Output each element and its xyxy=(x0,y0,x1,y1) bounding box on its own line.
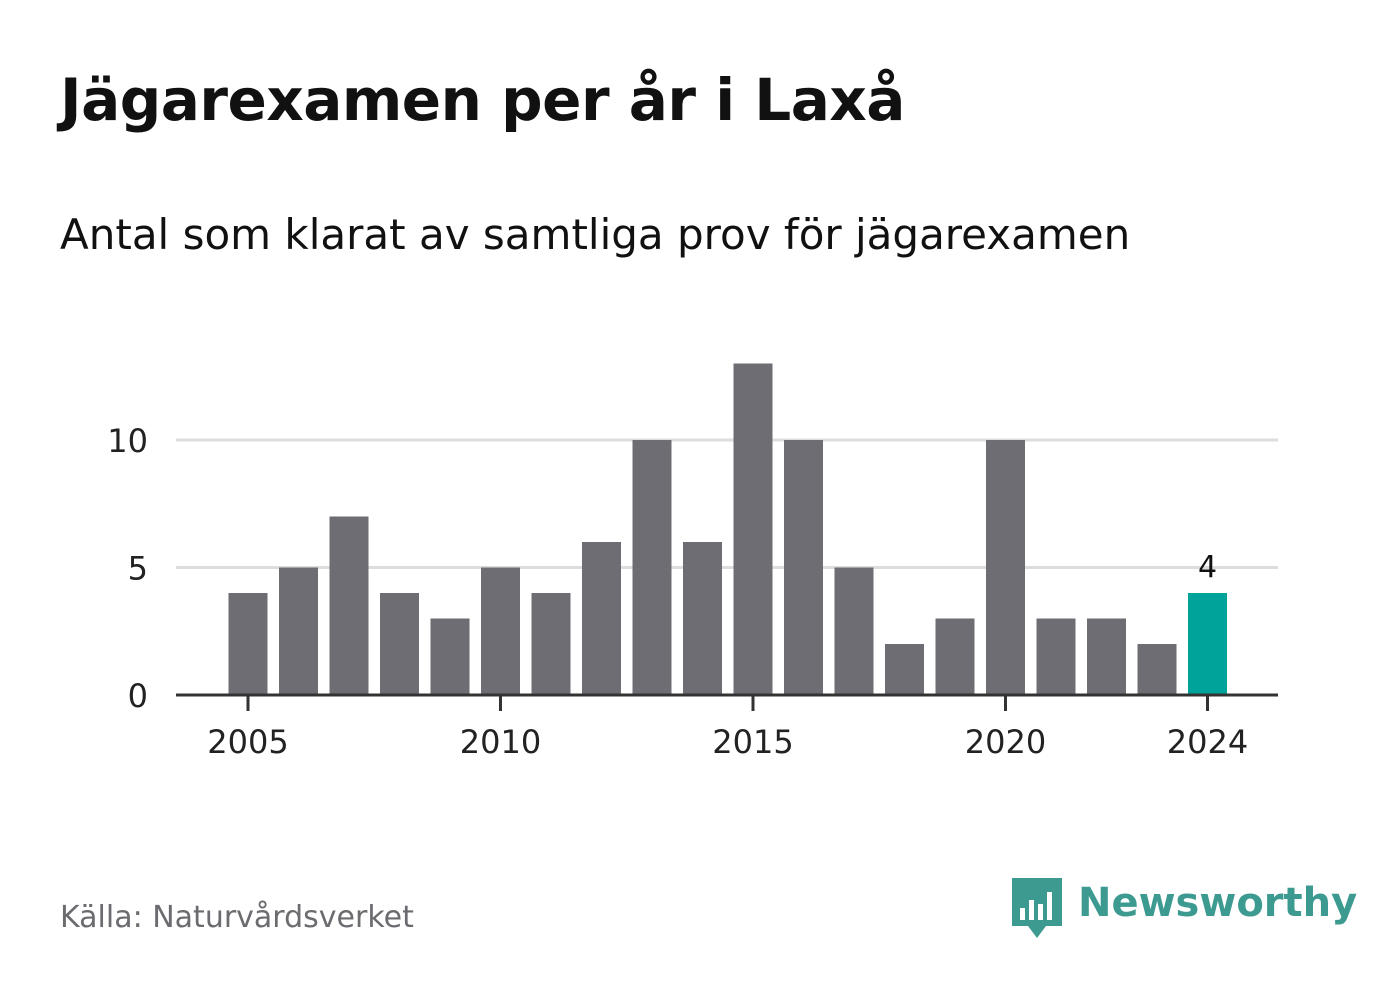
chart-subtitle: Antal som klarat av samtliga prov för jä… xyxy=(60,210,1131,259)
bar xyxy=(935,618,975,695)
bar xyxy=(582,542,621,695)
bar xyxy=(430,618,470,695)
y-tick-label: 5 xyxy=(128,550,148,588)
bar xyxy=(733,363,773,695)
brand-logo: Newsworthy xyxy=(1012,878,1357,940)
bar xyxy=(481,567,520,695)
x-tick-label: 2005 xyxy=(207,723,288,761)
highlight-bar xyxy=(1188,593,1227,695)
chart-title: Jägarexamen per år i Laxå xyxy=(60,66,905,134)
bar xyxy=(329,516,369,695)
x-tick-label: 2024 xyxy=(1167,723,1248,761)
newsworthy-logo-icon xyxy=(1012,878,1062,938)
bar xyxy=(1087,618,1126,695)
bar xyxy=(228,593,268,695)
data-label: 4 xyxy=(1198,550,1217,585)
y-tick-label: 0 xyxy=(128,677,148,715)
bar xyxy=(784,440,823,695)
bar xyxy=(380,593,419,695)
bar xyxy=(632,440,672,695)
x-tick-label: 2010 xyxy=(460,723,541,761)
bar xyxy=(683,542,722,695)
x-tick-label: 2015 xyxy=(712,723,793,761)
brand-name: Newsworthy xyxy=(1078,880,1358,926)
bar xyxy=(279,567,318,695)
source-note: Källa: Naturvårdsverket xyxy=(60,900,414,935)
bar xyxy=(986,440,1025,695)
bar xyxy=(1036,618,1076,695)
bar xyxy=(834,567,874,695)
bar xyxy=(531,593,571,695)
bar xyxy=(1137,644,1177,695)
x-tick-label: 2020 xyxy=(965,723,1046,761)
bar xyxy=(885,644,924,695)
y-tick-label: 10 xyxy=(107,422,148,460)
